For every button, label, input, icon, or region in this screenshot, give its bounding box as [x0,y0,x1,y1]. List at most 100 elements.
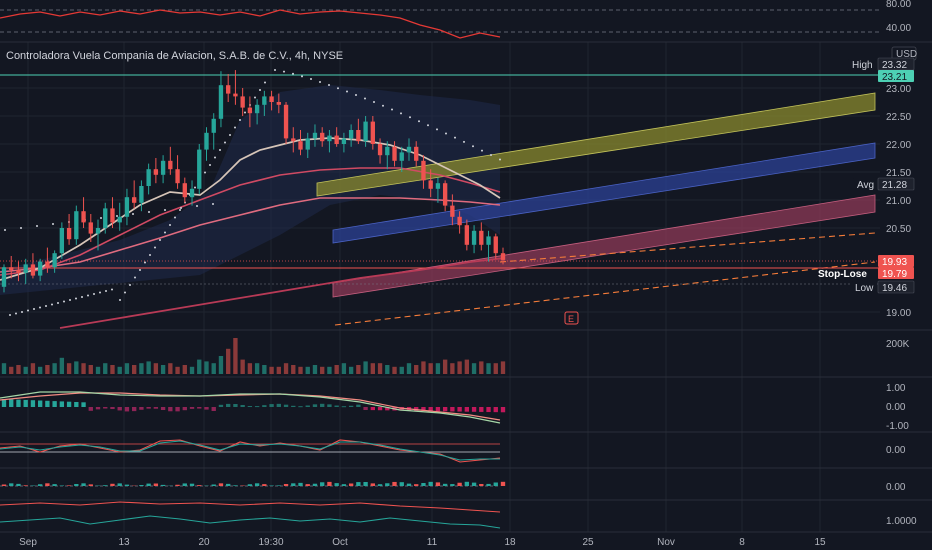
candle [305,132,310,158]
candle [168,146,173,175]
volume-bar [500,361,506,374]
candle [334,127,339,147]
sar-dot [179,209,181,211]
macd-bar [341,406,347,408]
candle [95,219,101,251]
macd-bar [218,404,224,407]
candle [493,233,498,259]
volume-bar [160,365,166,374]
macd-bar [30,400,36,407]
volume-bar [327,366,332,374]
macd-bar [146,407,151,409]
ma-white [0,137,501,281]
ma-red-long [59,257,506,329]
oscillator-3-bar [298,482,303,486]
oscillator-3-bar [117,483,122,486]
pink-channel [332,194,876,298]
sar-dot [129,284,131,286]
sar-dot [4,229,6,231]
macd-bar [269,404,274,407]
candle [392,141,397,167]
candle [370,116,375,150]
macd-panel: 1.00 0.00 -1.00 [0,383,909,432]
oscillator-3-bar [334,483,339,486]
oscillator-3-bar [320,482,325,486]
oscillator-3-bar [23,485,28,486]
parabolic-sar [4,69,501,316]
candle [132,180,137,209]
oscillator-3-bar [175,484,180,486]
macd-bar [399,407,404,411]
candle [276,93,281,114]
volume-bar [471,363,477,374]
sar-dot [134,276,136,279]
candle [124,188,130,226]
macd-bar [204,407,209,410]
candle [146,163,151,195]
macd-bar [23,399,28,407]
macd-bar [175,407,180,412]
macd-bar [153,407,159,409]
ma-mid [0,167,501,276]
time-tick-label: 13 [118,537,130,548]
candle [45,247,50,273]
macd-bar [74,402,79,407]
oscillator-3-bar [377,484,383,486]
sar-dot [481,149,483,152]
sar-dot [164,209,166,211]
macd-bar [298,406,303,408]
macd-bar [103,407,108,409]
volume-bar [392,366,397,374]
sar-dot [259,89,261,91]
sar-dot [319,80,321,83]
oscillator-3-bar [406,483,412,486]
oscillator-3-bar [153,483,159,486]
time-tick-label: 25 [582,537,594,548]
price-tick-label: 21.50 [886,168,911,179]
sar-dot [239,119,241,121]
sar-dot [124,291,126,294]
volume-bar [283,363,289,374]
macd-bar [139,407,144,410]
sar-dot [204,171,206,174]
macd-bar [197,407,202,409]
oscillator-3-bar [399,482,404,486]
macd-bar [435,407,441,412]
sar-dot [499,158,501,161]
candle [88,214,93,242]
macd-bar [457,407,462,412]
oscillator-3-bar [146,483,151,486]
rsi-line [0,9,501,39]
candle [247,96,253,128]
volume-bar [428,363,433,374]
macd-tick-0: 0.00 [886,402,906,413]
oscillator-3-bar [493,482,498,486]
candle [269,90,274,111]
sar-dot [93,293,95,295]
macd-bar [421,407,426,411]
sar-dot [264,81,266,84]
macd-bar [471,407,477,412]
oscillator-3-bar [457,482,462,486]
volume-bar [385,365,390,374]
macd-bar [45,400,50,407]
candle [428,169,433,198]
volume-bar [414,365,419,374]
sar-dot [81,296,83,298]
volume-bar [435,363,441,374]
oscillator-3-bar [110,483,115,486]
volume-bar [486,363,491,374]
macd-bar [66,401,72,407]
macd-tick-neg1: -1.00 [886,421,909,432]
oscillator-3-bar [66,485,72,486]
time-tick-label: 15 [814,537,826,548]
sar-dot [364,97,366,100]
low-label: Low [855,283,874,294]
volume-bar [298,366,303,374]
candle [320,127,325,147]
candle [479,222,484,251]
macd-bar [464,407,470,412]
candle [406,138,412,161]
dashed-trendline-upper [499,232,876,263]
